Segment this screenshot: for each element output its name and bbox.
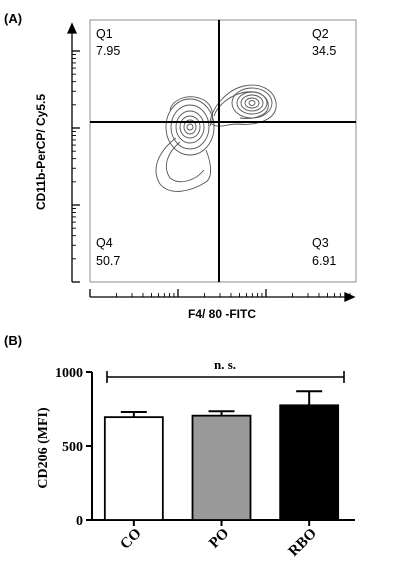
panel-b-y-tick-label: 1000 (55, 366, 83, 381)
panel-a-x-axis (90, 291, 356, 303)
panel-b-bars (103, 404, 340, 521)
quadrant-q1-value: 7.95 (96, 44, 120, 58)
contour-cluster-right (209, 84, 277, 127)
panel-a-y-axis (66, 22, 78, 282)
quadrant-q2-value: 34.5 (312, 44, 336, 58)
quadrant-q1-name: Q1 (96, 27, 113, 41)
panel-b-y-label: CD206 (MFI) (36, 407, 51, 489)
panel-b-error-bars (120, 390, 323, 418)
contour-cluster-left (155, 96, 215, 192)
panel-a-y-label: CD11b-PerCP/ Cy5.5 (34, 94, 48, 210)
panel-a-plot-frame (89, 19, 357, 283)
panel-b-x-tick-label-po: PO (206, 526, 232, 552)
panel-b-y-tick-labels: 0 500 1000 (55, 366, 83, 529)
bar-rbo (279, 404, 340, 521)
panel-a-y-ticks (72, 50, 80, 283)
quadrant-q3-name: Q3 (312, 236, 329, 250)
quadrant-q3-value: 6.91 (312, 254, 336, 268)
panel-b-x-tick-labels: CO PO RBO (117, 526, 320, 560)
panel-b-x-tick-label-rbo: RBO (286, 526, 320, 560)
significance-bracket (106, 371, 345, 383)
significance-annotation: n. s. (214, 357, 236, 372)
bar-co (103, 416, 164, 521)
quadrant-gate-lines (90, 20, 356, 282)
panel-b-y-tick-label: 500 (62, 440, 83, 455)
bar-po (191, 414, 252, 521)
panel-b-x-tick-label-co: CO (117, 526, 144, 553)
quadrant-q4-value: 50.7 (96, 254, 120, 268)
panel-b-label: (B) (4, 333, 22, 348)
panel-b-y-tick-label: 0 (76, 514, 83, 529)
panel-a-label: (A) (4, 11, 22, 26)
panel-a-x-label: F4/ 80 -FITC (188, 307, 256, 321)
quadrant-q2-name: Q2 (312, 27, 329, 41)
quadrant-q4-name: Q4 (96, 236, 113, 250)
panel-a-x-ticks (89, 289, 351, 297)
